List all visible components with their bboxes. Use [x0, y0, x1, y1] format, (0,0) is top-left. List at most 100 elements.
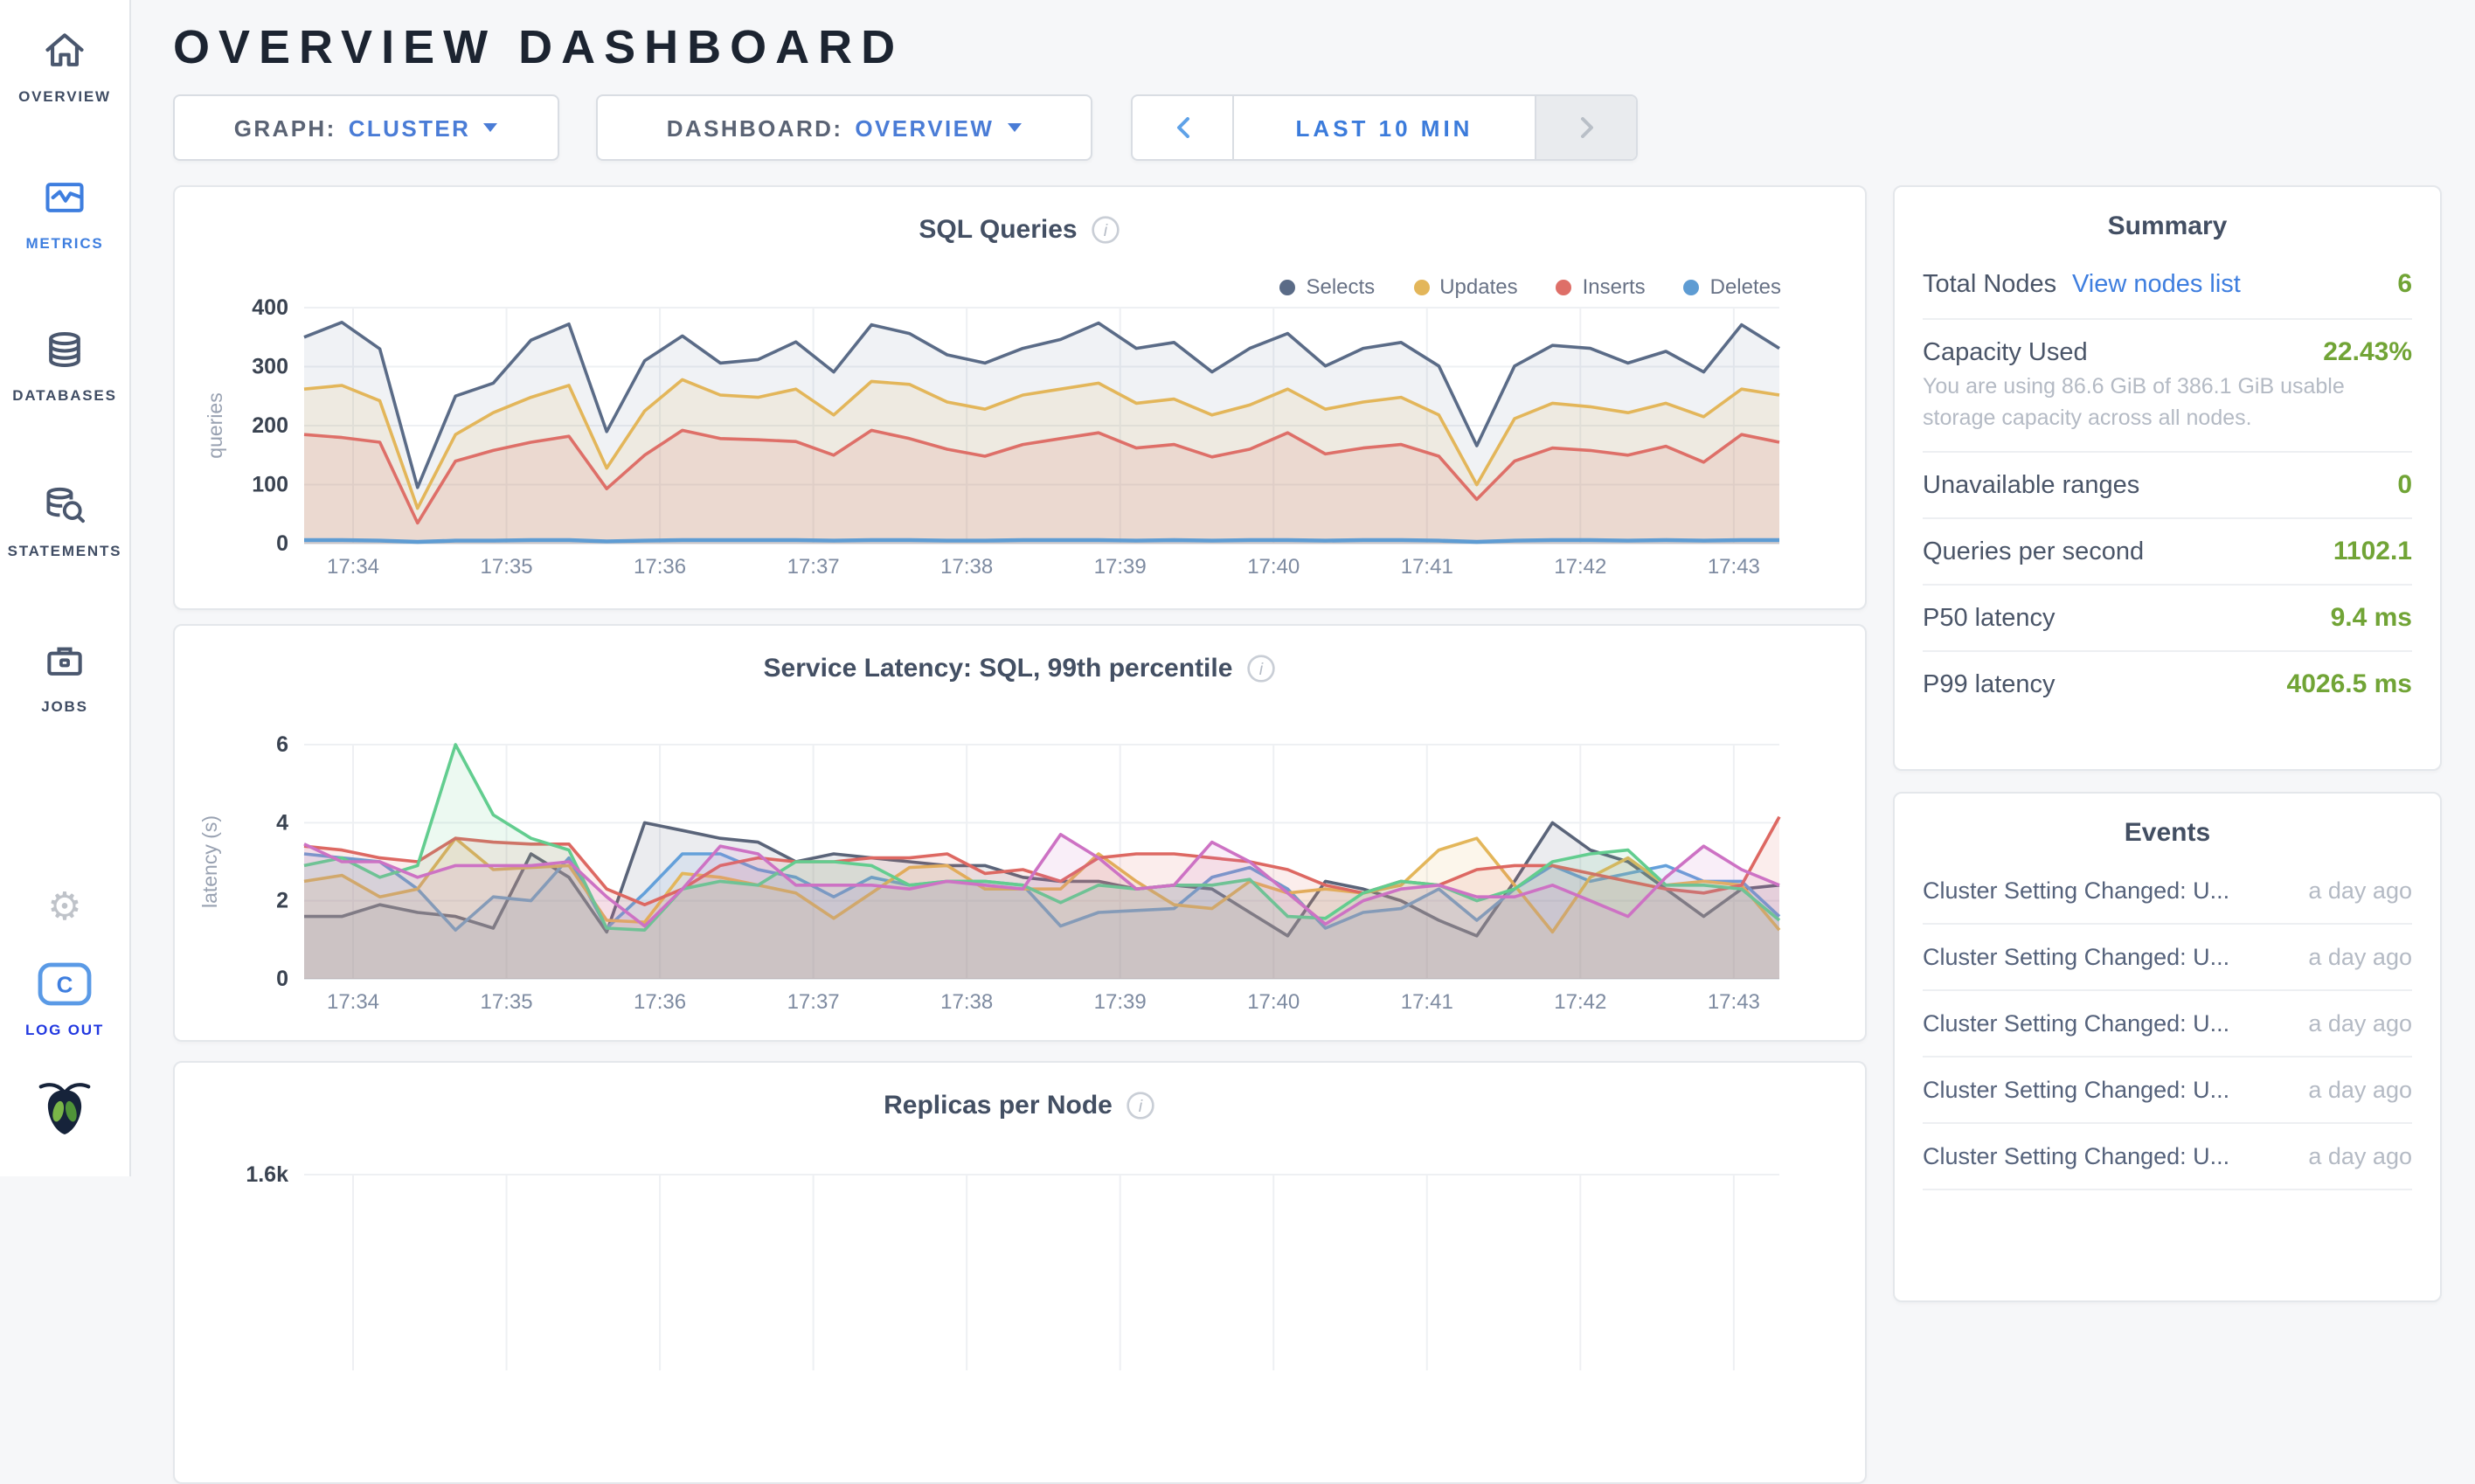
sidebar-item-statements[interactable]: STATEMENTS: [0, 482, 129, 559]
sidebar-item-overview[interactable]: OVERVIEW: [0, 28, 129, 105]
cockroach-bug-icon: [38, 1083, 91, 1134]
svg-text:0: 0: [276, 967, 288, 991]
summary-label: P99 latency: [1923, 671, 2056, 700]
metrics-icon: [45, 183, 84, 212]
summary-row-capacity: Capacity Used 22.43%: [1923, 318, 2412, 367]
legend-label: Deletes: [1709, 274, 1781, 299]
event-row[interactable]: Cluster Setting Changed: U... a day ago: [1923, 1058, 2412, 1124]
legend-item-deletes: Deletes: [1683, 274, 1781, 299]
svg-text:17:36: 17:36: [634, 555, 686, 579]
legend-label: Selects: [1306, 274, 1376, 299]
svg-text:400: 400: [252, 295, 288, 320]
legend-dot-selects: [1279, 279, 1296, 295]
svg-text:i: i: [1140, 1097, 1144, 1116]
summary-label: Total Nodes: [1923, 271, 2057, 299]
time-range-selector: LAST 10 MIN: [1131, 94, 1638, 161]
summary-value: 1102.1: [2333, 537, 2412, 567]
svg-text:17:41: 17:41: [1401, 990, 1453, 1014]
chevron-left-icon: [1176, 117, 1189, 138]
svg-text:17:43: 17:43: [1708, 555, 1760, 579]
legend-dot-deletes: [1683, 279, 1700, 295]
svg-text:17:38: 17:38: [940, 990, 993, 1014]
svg-text:17:42: 17:42: [1554, 555, 1606, 579]
event-title: Cluster Setting Changed: U...: [1923, 1010, 2230, 1037]
summary-value: 22.43%: [2323, 337, 2412, 367]
event-time: a day ago: [2308, 944, 2412, 970]
cockroach-c-icon: C: [38, 962, 92, 1006]
svg-text:17:35: 17:35: [481, 555, 533, 579]
summary-value: 4026.5 ms: [2286, 669, 2412, 700]
info-icon[interactable]: i: [1127, 1091, 1156, 1120]
event-time: a day ago: [2308, 1077, 2412, 1103]
replicas-per-node-chart-card: Replicas per Node i 1.6k: [173, 1061, 1867, 1484]
legend-dot-updates: [1413, 279, 1430, 295]
cockroach-logo[interactable]: [0, 1073, 129, 1148]
view-nodes-list-link[interactable]: View nodes list: [2071, 271, 2241, 299]
event-time: a day ago: [2308, 1143, 2412, 1169]
svg-text:17:40: 17:40: [1247, 555, 1300, 579]
graph-dropdown[interactable]: GRAPH: CLUSTER: [173, 94, 559, 161]
summary-row-total-nodes: Total Nodes View nodes list 6: [1923, 252, 2412, 318]
dashboard-dropdown-label: DASHBOARD:: [666, 114, 843, 141]
home-icon: [45, 33, 84, 66]
sidebar-item-jobs[interactable]: JOBS: [0, 638, 129, 715]
legend-item-selects: Selects: [1279, 274, 1375, 299]
chart-legend: Selects Updates Inserts Deletes: [1279, 274, 1781, 299]
svg-text:queries: queries: [204, 392, 226, 458]
summary-value: 6: [2397, 269, 2412, 299]
legend-label: Updates: [1439, 274, 1518, 299]
statements-icon: [46, 487, 85, 524]
sidebar-item-label: JOBS: [41, 697, 88, 715]
event-row[interactable]: Cluster Setting Changed: U... a day ago: [1923, 858, 2412, 925]
sidebar-item-metrics[interactable]: METRICS: [0, 175, 129, 252]
svg-text:17:40: 17:40: [1247, 990, 1300, 1014]
svg-text:17:34: 17:34: [327, 555, 379, 579]
summary-row-p50: P50 latency 9.4 ms: [1923, 584, 2412, 651]
events-panel: Events Cluster Setting Changed: U... a d…: [1893, 792, 2442, 1302]
chevron-right-icon: [1580, 117, 1592, 138]
summary-title: Summary: [2107, 212, 2228, 241]
sidebar-item-databases[interactable]: DATABASES: [0, 327, 129, 404]
sidebar-item-label: DATABASES: [12, 386, 117, 404]
info-icon[interactable]: i: [1092, 215, 1121, 245]
summary-row-unavailable-ranges: Unavailable ranges 0: [1923, 451, 2412, 518]
dashboard-dropdown-value: OVERVIEW: [855, 114, 995, 141]
logout-label: LOG OUT: [24, 1021, 105, 1038]
summary-label: P50 latency: [1923, 605, 2056, 634]
svg-text:200: 200: [252, 413, 288, 438]
logout-button[interactable]: C LOG OUT: [0, 961, 129, 1038]
time-range-prev-button[interactable]: [1133, 96, 1234, 159]
info-icon[interactable]: i: [1246, 654, 1276, 683]
svg-text:C: C: [57, 972, 73, 998]
time-range-value[interactable]: LAST 10 MIN: [1295, 114, 1473, 141]
svg-text:17:36: 17:36: [634, 990, 686, 1014]
settings-gear-icon[interactable]: ⚙: [47, 884, 82, 928]
svg-text:17:37: 17:37: [787, 990, 840, 1014]
dashboard-dropdown[interactable]: DASHBOARD: OVERVIEW: [596, 94, 1092, 161]
sidebar-item-label: STATEMENTS: [7, 542, 122, 559]
summary-row-p99: P99 latency 4026.5 ms: [1923, 650, 2412, 718]
legend-label: Inserts: [1582, 274, 1646, 299]
page-title: OVERVIEW DASHBOARD: [173, 21, 905, 73]
jobs-icon: [47, 647, 82, 676]
svg-text:latency (s): latency (s): [198, 815, 221, 908]
svg-text:6: 6: [276, 732, 288, 757]
svg-text:300: 300: [252, 355, 288, 379]
svg-text:17:41: 17:41: [1401, 555, 1453, 579]
databases-icon: [49, 331, 80, 368]
summary-label: Unavailable ranges: [1923, 472, 2140, 501]
event-title: Cluster Setting Changed: U...: [1923, 1077, 2230, 1103]
capacity-subtext: You are using 86.6 GiB of 386.1 GiB usab…: [1923, 374, 2345, 431]
event-row[interactable]: Cluster Setting Changed: U... a day ago: [1923, 991, 2412, 1058]
svg-text:100: 100: [252, 473, 288, 497]
chevron-down-icon: [1007, 123, 1022, 132]
svg-text:4: 4: [276, 810, 288, 835]
event-row[interactable]: Cluster Setting Changed: U... a day ago: [1923, 1124, 2412, 1190]
event-time: a day ago: [2308, 1010, 2412, 1037]
event-time: a day ago: [2308, 877, 2412, 904]
chart-title: SQL Queries: [919, 215, 1078, 245]
time-range-next-button[interactable]: [1535, 96, 1636, 159]
svg-text:17:35: 17:35: [481, 990, 533, 1014]
event-row[interactable]: Cluster Setting Changed: U... a day ago: [1923, 925, 2412, 991]
svg-text:0: 0: [276, 531, 288, 556]
